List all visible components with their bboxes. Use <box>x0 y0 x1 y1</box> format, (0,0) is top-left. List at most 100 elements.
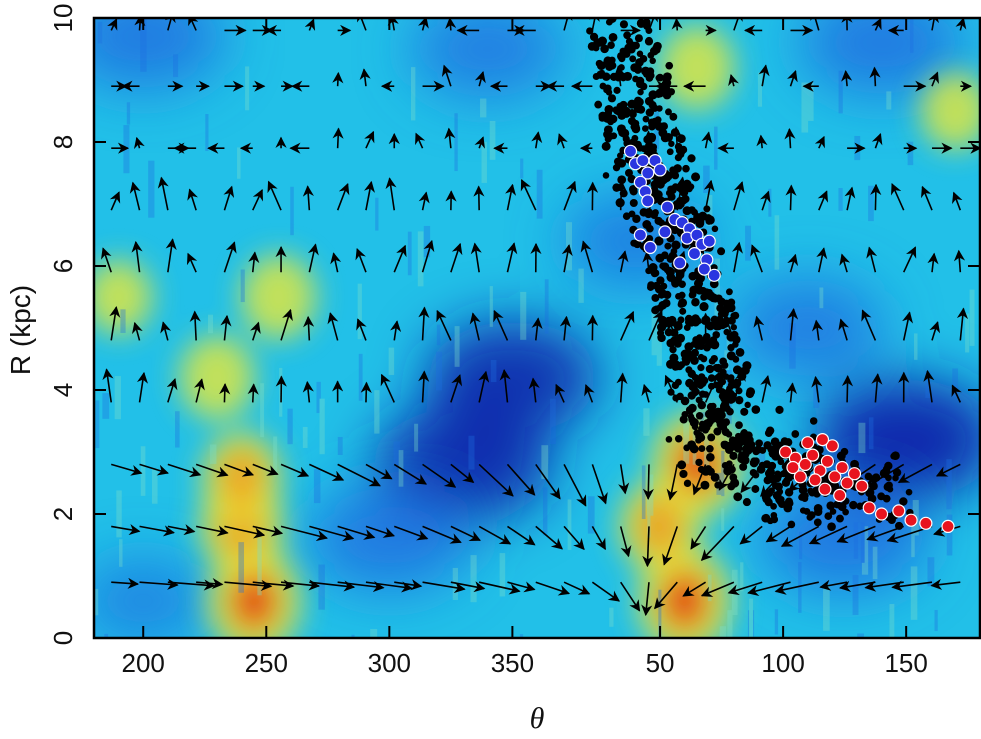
black-dot <box>677 460 687 470</box>
black-dot <box>616 72 624 80</box>
velocity-vector <box>700 581 735 597</box>
plot-area <box>94 18 980 638</box>
velocity-vector <box>167 524 196 536</box>
black-dot <box>726 394 736 404</box>
red-dot <box>815 433 830 447</box>
black-dot <box>668 251 678 260</box>
velocity-vector <box>129 181 141 211</box>
black-dot <box>586 27 594 35</box>
black-dot <box>761 493 770 501</box>
black-dot <box>702 423 711 432</box>
black-dot <box>669 355 677 363</box>
red-dot <box>806 448 820 462</box>
black-dot <box>652 281 661 290</box>
black-dot <box>688 403 697 413</box>
black-dot <box>890 452 898 460</box>
velocity-vector <box>493 309 509 341</box>
velocity-vector <box>785 382 798 403</box>
velocity-vector <box>844 186 856 211</box>
velocity-vector <box>441 64 453 87</box>
black-dot <box>679 307 687 315</box>
velocity-vector <box>252 525 284 537</box>
texture-streak <box>238 542 245 593</box>
velocity-vector <box>787 70 798 87</box>
black-dot <box>636 144 644 152</box>
velocity-vector <box>648 310 663 341</box>
velocity-vector <box>861 309 877 341</box>
velocity-vector <box>309 525 355 542</box>
velocity-vector <box>332 71 344 87</box>
black-dot <box>677 151 685 159</box>
x-tick-label: 150 <box>884 648 927 678</box>
texture-streak <box>542 487 548 536</box>
black-dot <box>622 106 631 116</box>
velocity-vector <box>302 185 314 211</box>
black-dot <box>647 51 655 59</box>
black-dot <box>664 328 673 337</box>
black-dot <box>752 471 760 479</box>
black-dot <box>642 18 651 27</box>
black-dot <box>698 390 707 398</box>
black-dot <box>705 364 715 374</box>
velocity-vector <box>224 525 266 539</box>
velocity-vector <box>836 525 876 544</box>
texture-streak <box>207 314 214 334</box>
texture-streak <box>454 113 458 172</box>
black-dot <box>666 273 676 282</box>
black-dot <box>637 88 644 96</box>
texture-streak <box>641 465 646 520</box>
black-dot <box>632 214 641 224</box>
velocity-vector <box>728 73 739 87</box>
black-dot <box>726 407 734 416</box>
velocity-vector <box>131 321 143 341</box>
black-dot <box>690 356 699 365</box>
velocity-vector <box>559 315 572 341</box>
black-dot <box>719 368 727 376</box>
black-dot <box>667 388 675 396</box>
velocity-vector <box>642 526 654 568</box>
velocity-vector <box>387 18 399 31</box>
velocity-vector <box>470 242 482 273</box>
black-dot <box>675 267 685 277</box>
black-dot <box>644 96 654 106</box>
velocity-vector <box>360 381 372 403</box>
texture-streak <box>290 186 294 236</box>
black-dot <box>776 497 785 506</box>
texture-streak <box>838 70 843 114</box>
black-dot <box>673 164 682 173</box>
black-dot <box>629 55 637 63</box>
black-dot <box>664 242 672 250</box>
velocity-vector <box>780 525 820 547</box>
black-dot <box>628 184 638 194</box>
velocity-vector <box>810 18 821 31</box>
velocity-vector <box>955 18 967 31</box>
red-dot <box>778 445 793 459</box>
red-dot <box>820 454 835 468</box>
black-dot <box>727 374 735 381</box>
velocity-vector <box>309 580 356 592</box>
black-dot <box>725 288 733 296</box>
velocity-vector <box>774 581 819 595</box>
black-dot <box>633 239 642 249</box>
black-dot <box>655 253 665 263</box>
x-tick-label: 100 <box>761 648 804 678</box>
black-dot <box>679 196 688 205</box>
velocity-vector <box>252 188 263 211</box>
black-dot <box>635 76 645 86</box>
black-dot <box>607 94 617 103</box>
black-dot <box>712 364 720 372</box>
black-dot <box>687 440 697 450</box>
black-dot <box>667 192 676 201</box>
y-axis-ticks: 0 2 4 6 8 10 <box>48 4 980 645</box>
velocity-vector <box>307 243 319 273</box>
black-dot <box>612 106 620 114</box>
x-tick-label: 250 <box>245 648 288 678</box>
texture-streak <box>651 308 658 356</box>
velocity-vector <box>133 136 145 150</box>
black-dot <box>645 74 654 82</box>
red-region <box>666 578 703 623</box>
black-dot <box>721 461 729 469</box>
black-dot <box>717 247 726 256</box>
velocity-vector <box>450 525 481 542</box>
black-dot <box>596 70 605 79</box>
